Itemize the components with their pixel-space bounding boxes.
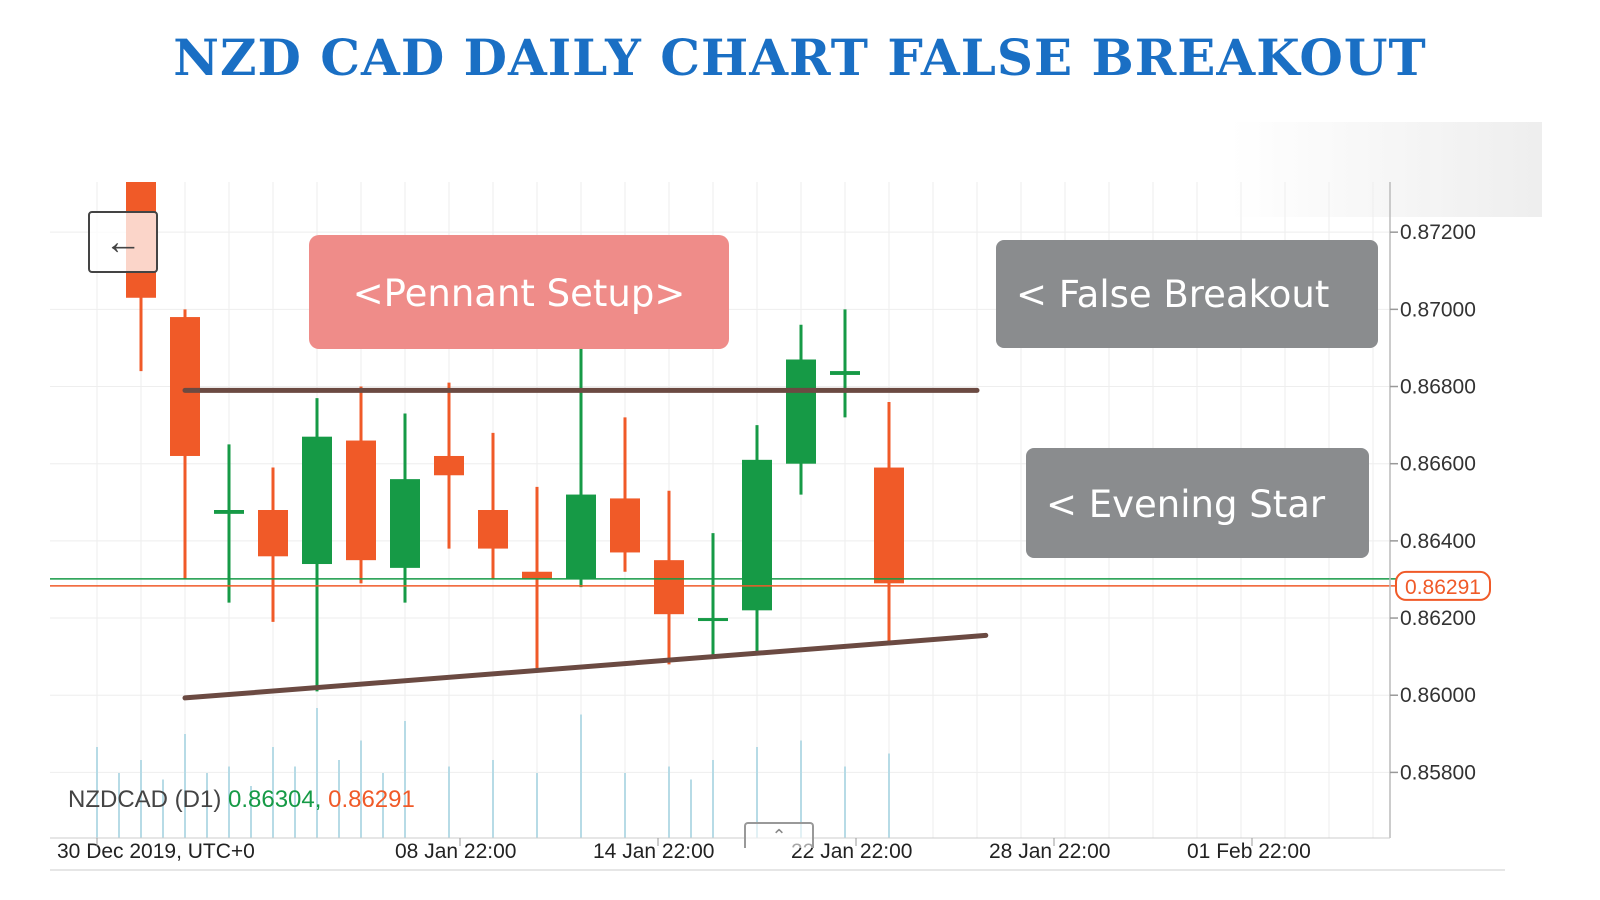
bullish-candle bbox=[214, 444, 244, 603]
chevron-up-icon: ⌃ bbox=[771, 825, 787, 846]
false-breakout-annotation[interactable]: < False Breakout bbox=[996, 240, 1378, 348]
candle-body bbox=[654, 560, 684, 615]
bearish-candle bbox=[522, 486, 552, 669]
pennant-setup-label: <Pennant Setup> bbox=[353, 272, 686, 315]
candle-body bbox=[874, 467, 904, 584]
bearish-candle bbox=[434, 382, 464, 549]
candle-body bbox=[434, 455, 464, 476]
y-tick-label: 0.86600 bbox=[1400, 453, 1476, 476]
candle-body bbox=[786, 359, 816, 464]
bearish-candle bbox=[874, 401, 904, 646]
bearish-candle bbox=[610, 417, 640, 572]
current-price-label: 0.86291 bbox=[1405, 576, 1481, 599]
bearish-candle bbox=[346, 386, 376, 584]
symbol-quote-line: NZDCAD (D1) 0.86304, 0.86291 bbox=[68, 786, 415, 814]
bullish-candle bbox=[302, 398, 332, 692]
pennant-setup-annotation[interactable]: <Pennant Setup> bbox=[309, 235, 729, 349]
y-tick-label: 0.86000 bbox=[1400, 684, 1476, 707]
bearish-candle bbox=[654, 490, 684, 665]
candle-body bbox=[610, 498, 640, 553]
back-button[interactable]: ← bbox=[88, 211, 158, 273]
candle-body bbox=[214, 510, 244, 514]
candle-body bbox=[698, 618, 728, 622]
y-tick-label: 0.87200 bbox=[1400, 221, 1476, 244]
current-price-tag bbox=[1395, 570, 1491, 601]
candle-body bbox=[478, 510, 508, 549]
arrow-left-icon: ← bbox=[104, 220, 142, 263]
false-breakout-label: < False Breakout bbox=[1016, 273, 1329, 316]
trendline-support bbox=[182, 632, 989, 701]
x-tick-label: 14 Jan 22:00 bbox=[593, 840, 714, 863]
ask-price: 0.86291 bbox=[328, 786, 415, 813]
candle-body bbox=[390, 479, 420, 568]
candle-body bbox=[346, 440, 376, 561]
candle-body bbox=[830, 371, 860, 375]
candle-body bbox=[170, 317, 200, 456]
bid-price: 0.86304, bbox=[228, 786, 322, 813]
collapse-panel-button[interactable]: ⌃ bbox=[744, 822, 814, 848]
bullish-candle bbox=[786, 324, 816, 495]
candle-body bbox=[742, 459, 772, 611]
page-title: NZD CAD DAILY CHART FALSE BREAKOUT bbox=[173, 28, 1427, 87]
y-tick-label: 0.86200 bbox=[1400, 607, 1476, 630]
y-tick-label: 0.86400 bbox=[1400, 530, 1476, 553]
evening-star-label: < Evening Star bbox=[1046, 483, 1326, 526]
x-tick-label: 01 Feb 22:00 bbox=[1187, 840, 1311, 863]
bearish-candle bbox=[478, 432, 508, 580]
bearish-candle bbox=[170, 309, 200, 580]
symbol-label: NZDCAD (D1) bbox=[68, 786, 222, 813]
x-tick-label: 28 Jan 22:00 bbox=[989, 840, 1110, 863]
y-tick-label: 0.85800 bbox=[1400, 761, 1476, 784]
x-tick-label: 22 Jan 22:00 bbox=[791, 840, 912, 863]
evening-star-box bbox=[1026, 448, 1369, 558]
x-tick-label: 08 Jan 22:00 bbox=[395, 840, 516, 863]
bullish-candle bbox=[830, 309, 860, 418]
y-tick-label: 0.87000 bbox=[1400, 298, 1476, 321]
trendlines bbox=[50, 387, 1398, 701]
pennant-setup-box bbox=[309, 235, 729, 349]
bearish-candle bbox=[258, 467, 288, 622]
bullish-candle bbox=[698, 533, 728, 657]
volume-bars bbox=[96, 708, 890, 838]
candle-body bbox=[302, 436, 332, 565]
bullish-candle bbox=[742, 425, 772, 653]
candle-body bbox=[258, 510, 288, 557]
candle-body bbox=[522, 571, 552, 580]
false-breakout-box bbox=[996, 240, 1378, 348]
fade-overlay bbox=[1230, 122, 1542, 217]
y-tick-label: 0.86800 bbox=[1400, 376, 1476, 399]
bullish-candle bbox=[566, 347, 596, 588]
candle-body bbox=[566, 494, 596, 580]
x-tick-label: 30 Dec 2019, UTC+0 bbox=[57, 840, 255, 863]
axes: 0.87200 0.87000 0.86800 0.86600 0.86400 0.862… bbox=[50, 182, 1505, 871]
bullish-candle bbox=[390, 413, 420, 603]
evening-star-annotation[interactable]: < Evening Star bbox=[1026, 448, 1369, 558]
